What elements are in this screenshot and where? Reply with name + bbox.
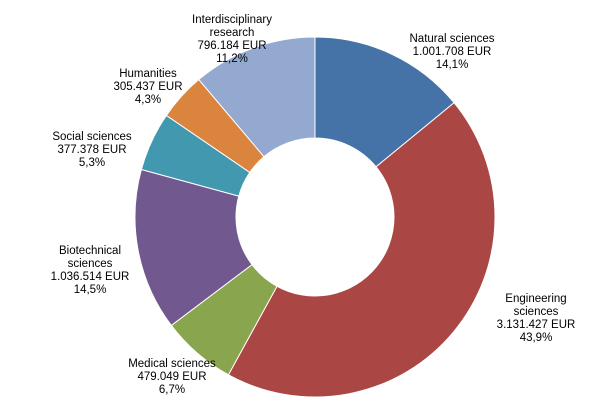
slice-data-label: Interdisciplinary research 796.184 EUR 11,2… [192,14,272,66]
slice-percent: 43,9% [519,332,553,344]
slice-name: sciences [67,258,113,270]
slice-data-label: Natural sciences 1.001.708 EUR 14,1% [409,33,494,72]
slice-data-label: Humanities 305.437 EUR 4,3% [113,68,182,107]
slice-percent: 5,3% [78,157,106,169]
slice-name: sciences [513,306,559,318]
donut-slice [314,36,455,168]
slice-name: Natural sciences [409,33,495,45]
slice-name: research [209,27,255,39]
slice-name: Medical sciences [128,358,216,370]
slice-name: Engineering [505,293,567,305]
slice-data-label: Medical sciences 479.049 EUR 6,7% [128,358,216,397]
slice-name: Interdisciplinary [192,14,272,26]
slice-name: Social sciences [52,131,132,143]
slice-value: 377.378 EUR [57,144,127,156]
slice-percent: 14,5% [73,284,107,296]
slice-data-label: Social sciences 377.378 EUR 5,3% [52,131,131,170]
slice-percent: 11,2% [216,53,248,65]
slice-data-label: Engineering sciences 3.131.427 EUR 43,9% [497,293,576,345]
slice-value: 1.036.514 EUR [50,271,130,283]
donut-slice [134,168,253,327]
slice-name: Biotechnical [58,245,122,257]
slice-percent: 4,3% [134,94,162,106]
slice-value: 305.437 EUR [113,81,183,93]
slice-value: 796.184 EUR [197,40,267,52]
donut-slice [198,36,316,158]
slice-name: Humanities [119,68,177,80]
slice-value: 1.001.708 EUR [412,46,492,58]
slice-value: 479.049 EUR [137,371,207,383]
slice-percent: 14,1% [435,59,469,71]
donut-slice [227,102,496,398]
slice-percent: 6,7% [158,384,186,396]
slice-data-label: Biotechnical sciences 1.036.514 EUR 14,5% [51,245,130,297]
slice-value: 3.131.427 EUR [496,319,576,331]
